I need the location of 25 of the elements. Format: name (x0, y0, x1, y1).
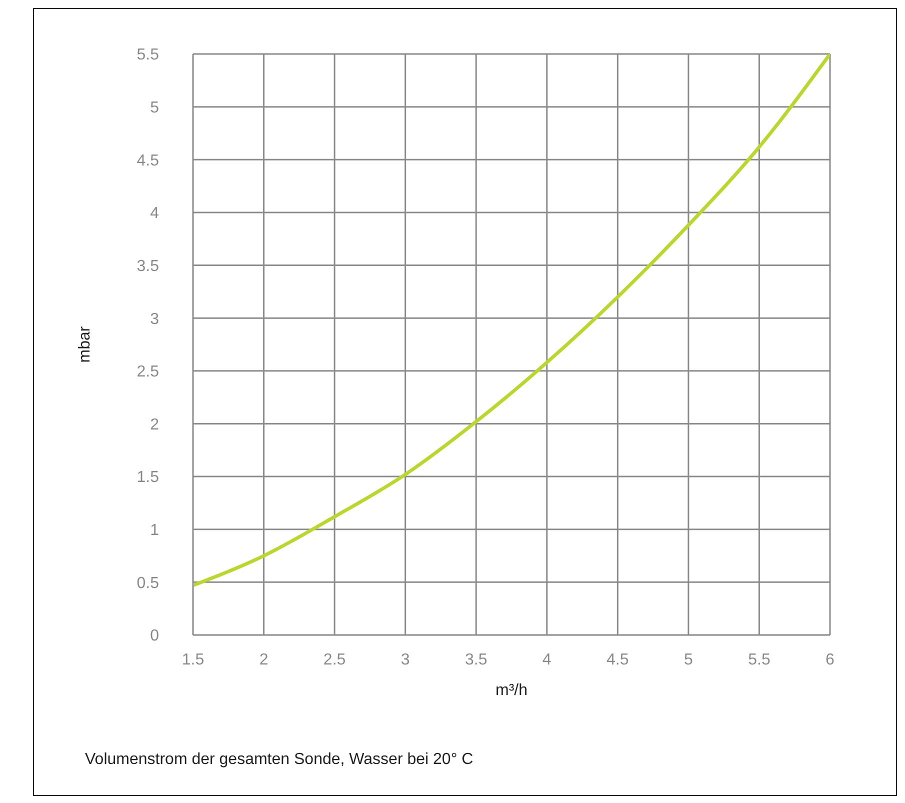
y-tick-label: 0.5 (136, 574, 160, 592)
y-tick-label: 5 (150, 100, 160, 116)
y-tick-label: 0 (150, 628, 160, 645)
y-axis-title: mbar (76, 326, 94, 363)
y-tick-label: 4.5 (136, 152, 160, 170)
y-tick-label: 1.5 (136, 469, 160, 486)
y-tick-label: 4 (150, 205, 160, 222)
y-tick-label: 2.5 (136, 364, 160, 381)
x-tick-label: 3 (400, 651, 410, 668)
x-tick-label: 2 (259, 651, 268, 668)
x-tick-label: 4.5 (606, 651, 629, 668)
y-tick-label: 1 (150, 522, 160, 540)
x-tick-label: 3.5 (464, 651, 488, 668)
text: Volumenstrom der gesamten Sonde, Wasser bei 20° C (85, 751, 474, 769)
x-tick-label: 5 (684, 651, 693, 668)
x-tick-label: 1.5 (182, 651, 204, 668)
x-axis-title: m³/h (496, 682, 528, 699)
y-tick-label: 2 (150, 416, 160, 434)
x-tick-label: 4 (542, 651, 552, 668)
y-tick-label: 3.5 (136, 258, 160, 275)
y-tick-label: 3 (150, 310, 160, 328)
x-tick-label: 6 (826, 651, 835, 668)
y-tick-label: 5.5 (136, 46, 160, 64)
x-tick-label: 5.5 (748, 651, 770, 668)
x-tick-label: 2.5 (323, 651, 346, 668)
